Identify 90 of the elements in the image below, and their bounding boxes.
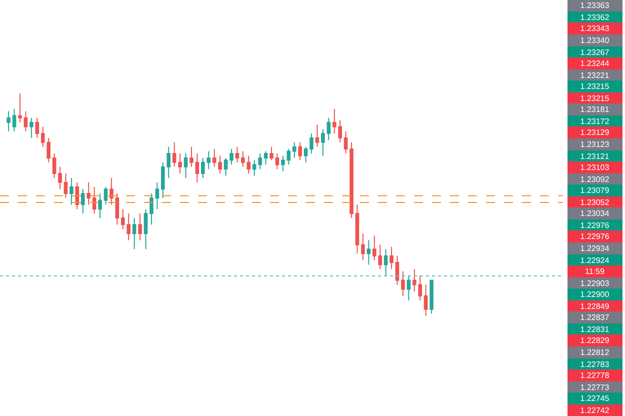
candlestick <box>292 142 296 158</box>
candlestick <box>401 270 405 296</box>
candlestick <box>144 208 148 250</box>
candlestick <box>384 248 388 276</box>
candlestick <box>115 193 120 226</box>
text: 1.22783 <box>580 360 610 369</box>
candlestick <box>52 153 56 178</box>
text: 1.23121 <box>580 152 610 161</box>
candlestick <box>361 233 365 261</box>
text: 1.22900 <box>580 290 610 299</box>
candlestick <box>212 148 216 168</box>
candlestick <box>86 182 90 206</box>
candlestick <box>172 142 176 168</box>
candlestick <box>110 177 114 206</box>
text: 1.23123 <box>580 140 610 149</box>
candlestick <box>155 182 160 210</box>
candlestick <box>132 218 136 250</box>
text: 1.23362 <box>580 13 610 22</box>
text: 1.23215 <box>580 82 610 91</box>
candlestick <box>304 146 308 163</box>
text: 1.22773 <box>580 383 610 392</box>
candlestick <box>224 157 228 176</box>
candlestick <box>424 284 428 316</box>
text: 1.22934 <box>580 244 610 253</box>
candlestick <box>6 110 10 132</box>
candlestick <box>12 108 16 132</box>
candlestick <box>270 146 274 161</box>
text: 1.23221 <box>580 71 610 80</box>
text: 1.22778 <box>580 371 610 380</box>
text: 1.22924 <box>580 256 610 265</box>
text: 1.23363 <box>580 1 610 10</box>
text: 1.23103 <box>580 163 610 172</box>
text: 1.23034 <box>580 209 610 218</box>
candlestick <box>321 128 325 156</box>
candlestick <box>18 92 22 123</box>
candlestick <box>92 186 96 214</box>
candlestick <box>350 142 354 219</box>
candlestick <box>310 132 314 154</box>
text: 1.23244 <box>580 59 610 68</box>
candlestick <box>58 166 62 190</box>
candlestick <box>190 146 194 168</box>
candlestick <box>430 280 434 314</box>
candlestick <box>230 148 234 166</box>
text: 1.23172 <box>580 117 610 126</box>
text: 1.23092 <box>580 175 610 184</box>
candlestick <box>315 124 320 148</box>
candlestick <box>195 153 200 183</box>
candlestick <box>184 153 188 178</box>
candlestick <box>344 130 348 154</box>
text: 1.22849 <box>580 302 610 311</box>
text: 1.22829 <box>580 336 610 345</box>
candlestick <box>104 186 108 206</box>
candlestick <box>275 153 280 170</box>
candlestick <box>150 193 154 226</box>
text: 1.23052 <box>580 198 610 207</box>
text: 1.22903 <box>580 279 610 288</box>
candlestick <box>390 246 394 270</box>
candlestick <box>178 153 182 174</box>
candlestick <box>98 193 102 219</box>
candlestick <box>326 117 331 141</box>
candlestick <box>138 213 142 241</box>
text: 1.22837 <box>580 313 610 322</box>
text: 1.23181 <box>580 105 610 114</box>
candlestick <box>235 146 240 163</box>
candlestick <box>264 150 268 166</box>
text: 1.23343 <box>580 24 610 33</box>
candlestick <box>80 188 85 214</box>
text: 1.22976 <box>580 221 610 230</box>
text: 1.23267 <box>580 48 610 57</box>
candlestick <box>218 155 222 174</box>
text: 1.22745 <box>580 394 610 403</box>
candlestick <box>30 117 34 138</box>
text: 11:59 <box>585 267 605 276</box>
text: 1.22742 <box>580 406 610 415</box>
candlestick <box>406 275 411 301</box>
text: 1.23129 <box>580 128 610 137</box>
text: 1.23079 <box>580 186 610 195</box>
candlestick <box>35 117 40 138</box>
text: 1.23215 <box>580 94 610 103</box>
candlestick <box>298 142 302 161</box>
candlestick <box>70 177 74 206</box>
candlestick <box>366 240 371 266</box>
text: 1.22831 <box>580 325 610 334</box>
candlestick <box>24 110 28 132</box>
candlestick <box>355 204 360 254</box>
text: 1.22976 <box>580 232 610 241</box>
text: 1.22812 <box>580 348 610 357</box>
candlestick <box>395 255 400 286</box>
text: 1.23340 <box>580 36 610 45</box>
candlestick <box>64 173 68 198</box>
